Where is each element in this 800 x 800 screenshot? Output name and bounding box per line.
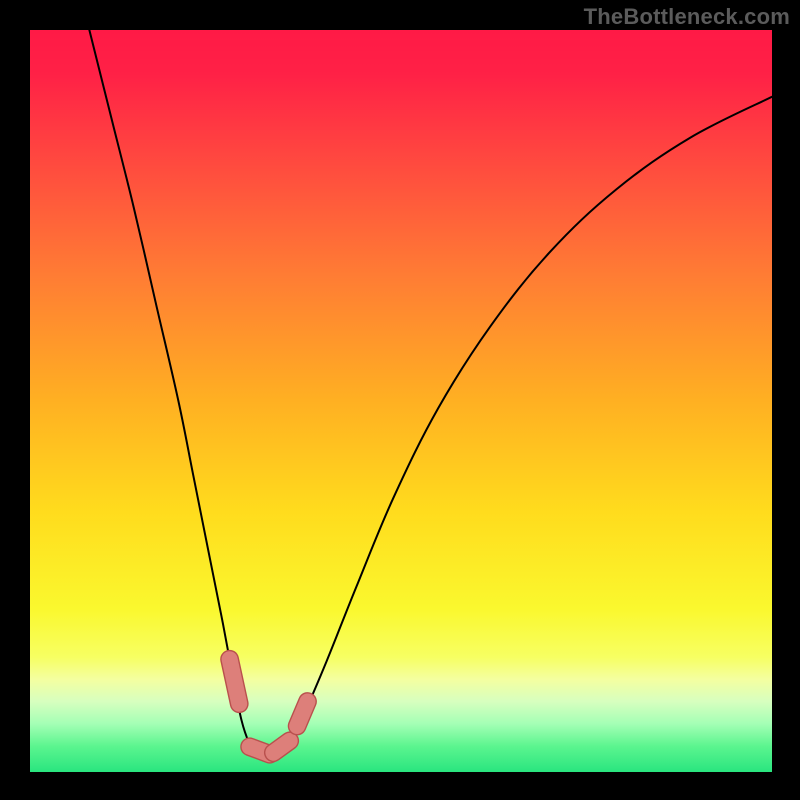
plot-frame <box>30 30 772 772</box>
marker-fill-0 <box>230 659 240 704</box>
watermark-text: TheBottleneck.com <box>584 4 790 30</box>
plot-svg <box>30 30 772 772</box>
chart-container: TheBottleneck.com <box>0 0 800 800</box>
marker-fill-3 <box>297 702 307 726</box>
plot-area <box>30 30 772 772</box>
marker-fill-2 <box>273 741 289 753</box>
